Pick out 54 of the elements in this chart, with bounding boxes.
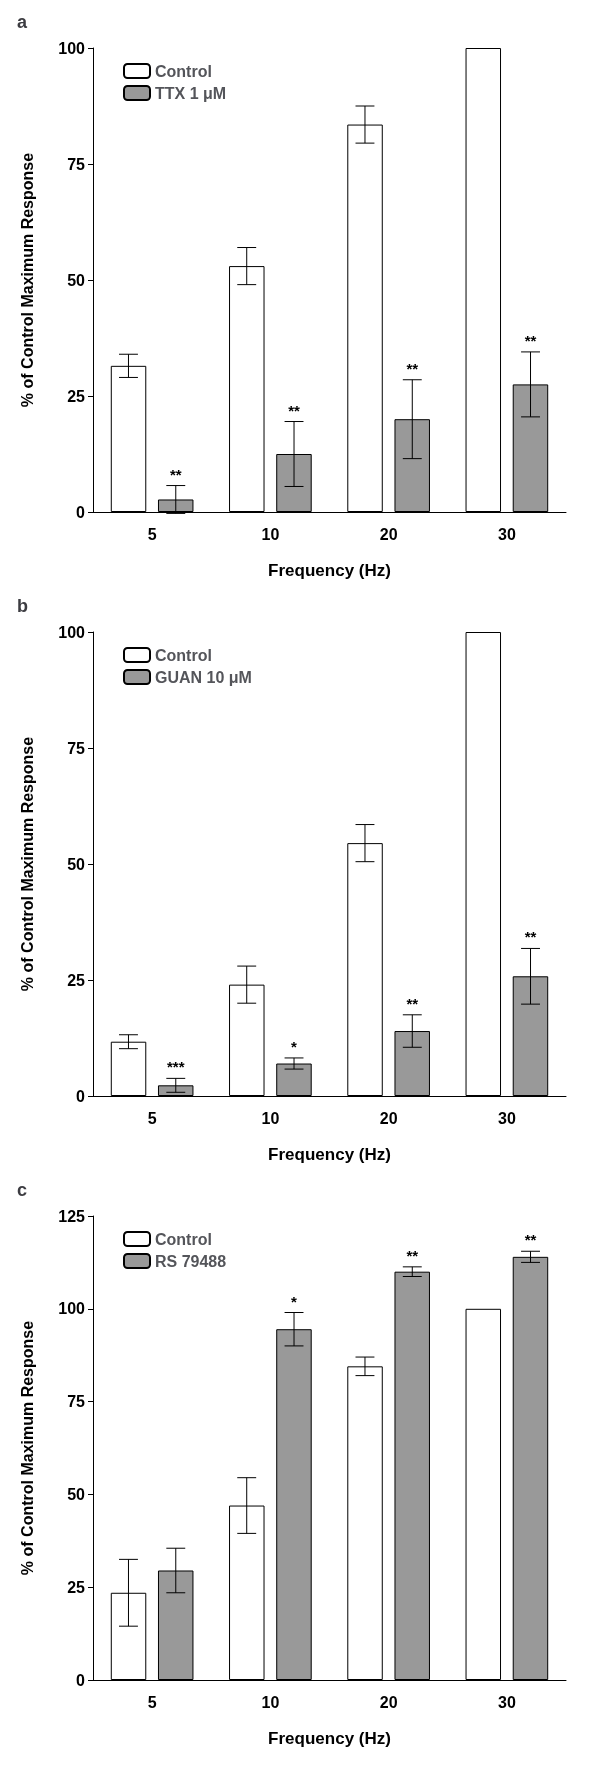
annotation: * [291,1037,298,1055]
legend-label: RS 79488 [155,1252,227,1270]
y-tick-label: 125 [58,1207,86,1225]
y-axis-title: % of Control Maximum Response [18,1320,36,1576]
x-tick-label: 30 [497,525,516,543]
annotation: ** [406,359,419,377]
y-tick-label: 50 [67,855,86,873]
x-tick-label: 10 [261,1109,280,1127]
y-tick-label: 25 [67,1578,86,1596]
x-tick-label: 10 [261,1693,280,1711]
annotation: ** [524,928,537,946]
y-tick-label: 0 [76,503,86,521]
legend-label: Control [155,646,212,664]
annotation: ** [169,465,182,483]
x-tick-label: 5 [147,525,157,543]
x-tick-label: 5 [147,1693,157,1711]
y-tick-label: 100 [58,1300,86,1318]
annotation: ** [406,1246,419,1264]
y-tick-label: 75 [67,739,86,757]
annotation: ** [524,331,537,349]
x-tick-label: 5 [147,1109,157,1127]
x-tick-label: 30 [497,1693,516,1711]
x-tick-label: 20 [379,1109,398,1127]
x-tick-label: 30 [497,1109,516,1127]
y-tick-label: 100 [58,39,86,57]
annotation: *** [167,1058,185,1076]
y-tick-label: 25 [67,387,86,405]
y-tick-label: 75 [67,1393,86,1411]
y-tick-label: 25 [67,971,86,989]
legend-label: TTX 1 μM [155,84,227,102]
x-axis-title: Frequency (Hz) [268,1145,391,1164]
y-tick-label: 0 [76,1087,86,1105]
y-tick-label: 75 [67,155,86,173]
y-tick-label: 50 [67,1485,86,1503]
legend-label: GUAN 10 μM [155,668,252,686]
y-tick-label: 50 [67,271,86,289]
x-axis-title: Frequency (Hz) [268,1729,391,1748]
legend-label: Control [155,1230,212,1248]
annotation: * [291,1292,298,1310]
annotation: ** [406,994,419,1012]
y-axis-title: % of Control Maximum Response [18,152,36,408]
chart-title: c [17,1180,28,1200]
y-axis-title: % of Control Maximum Response [18,736,36,992]
chart-title: a [17,12,28,32]
annotation: ** [288,401,301,419]
x-tick-label: 20 [379,525,398,543]
x-tick-label: 20 [379,1693,398,1711]
annotation: ** [524,1231,537,1249]
x-tick-label: 10 [261,525,280,543]
chart-title: b [17,596,28,616]
y-tick-label: 0 [76,1671,86,1689]
y-tick-label: 100 [58,623,86,641]
x-axis-title: Frequency (Hz) [268,561,391,580]
legend-label: Control [155,62,212,80]
